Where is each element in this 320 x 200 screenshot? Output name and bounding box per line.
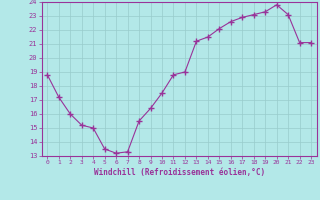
X-axis label: Windchill (Refroidissement éolien,°C): Windchill (Refroidissement éolien,°C) [94,168,265,177]
